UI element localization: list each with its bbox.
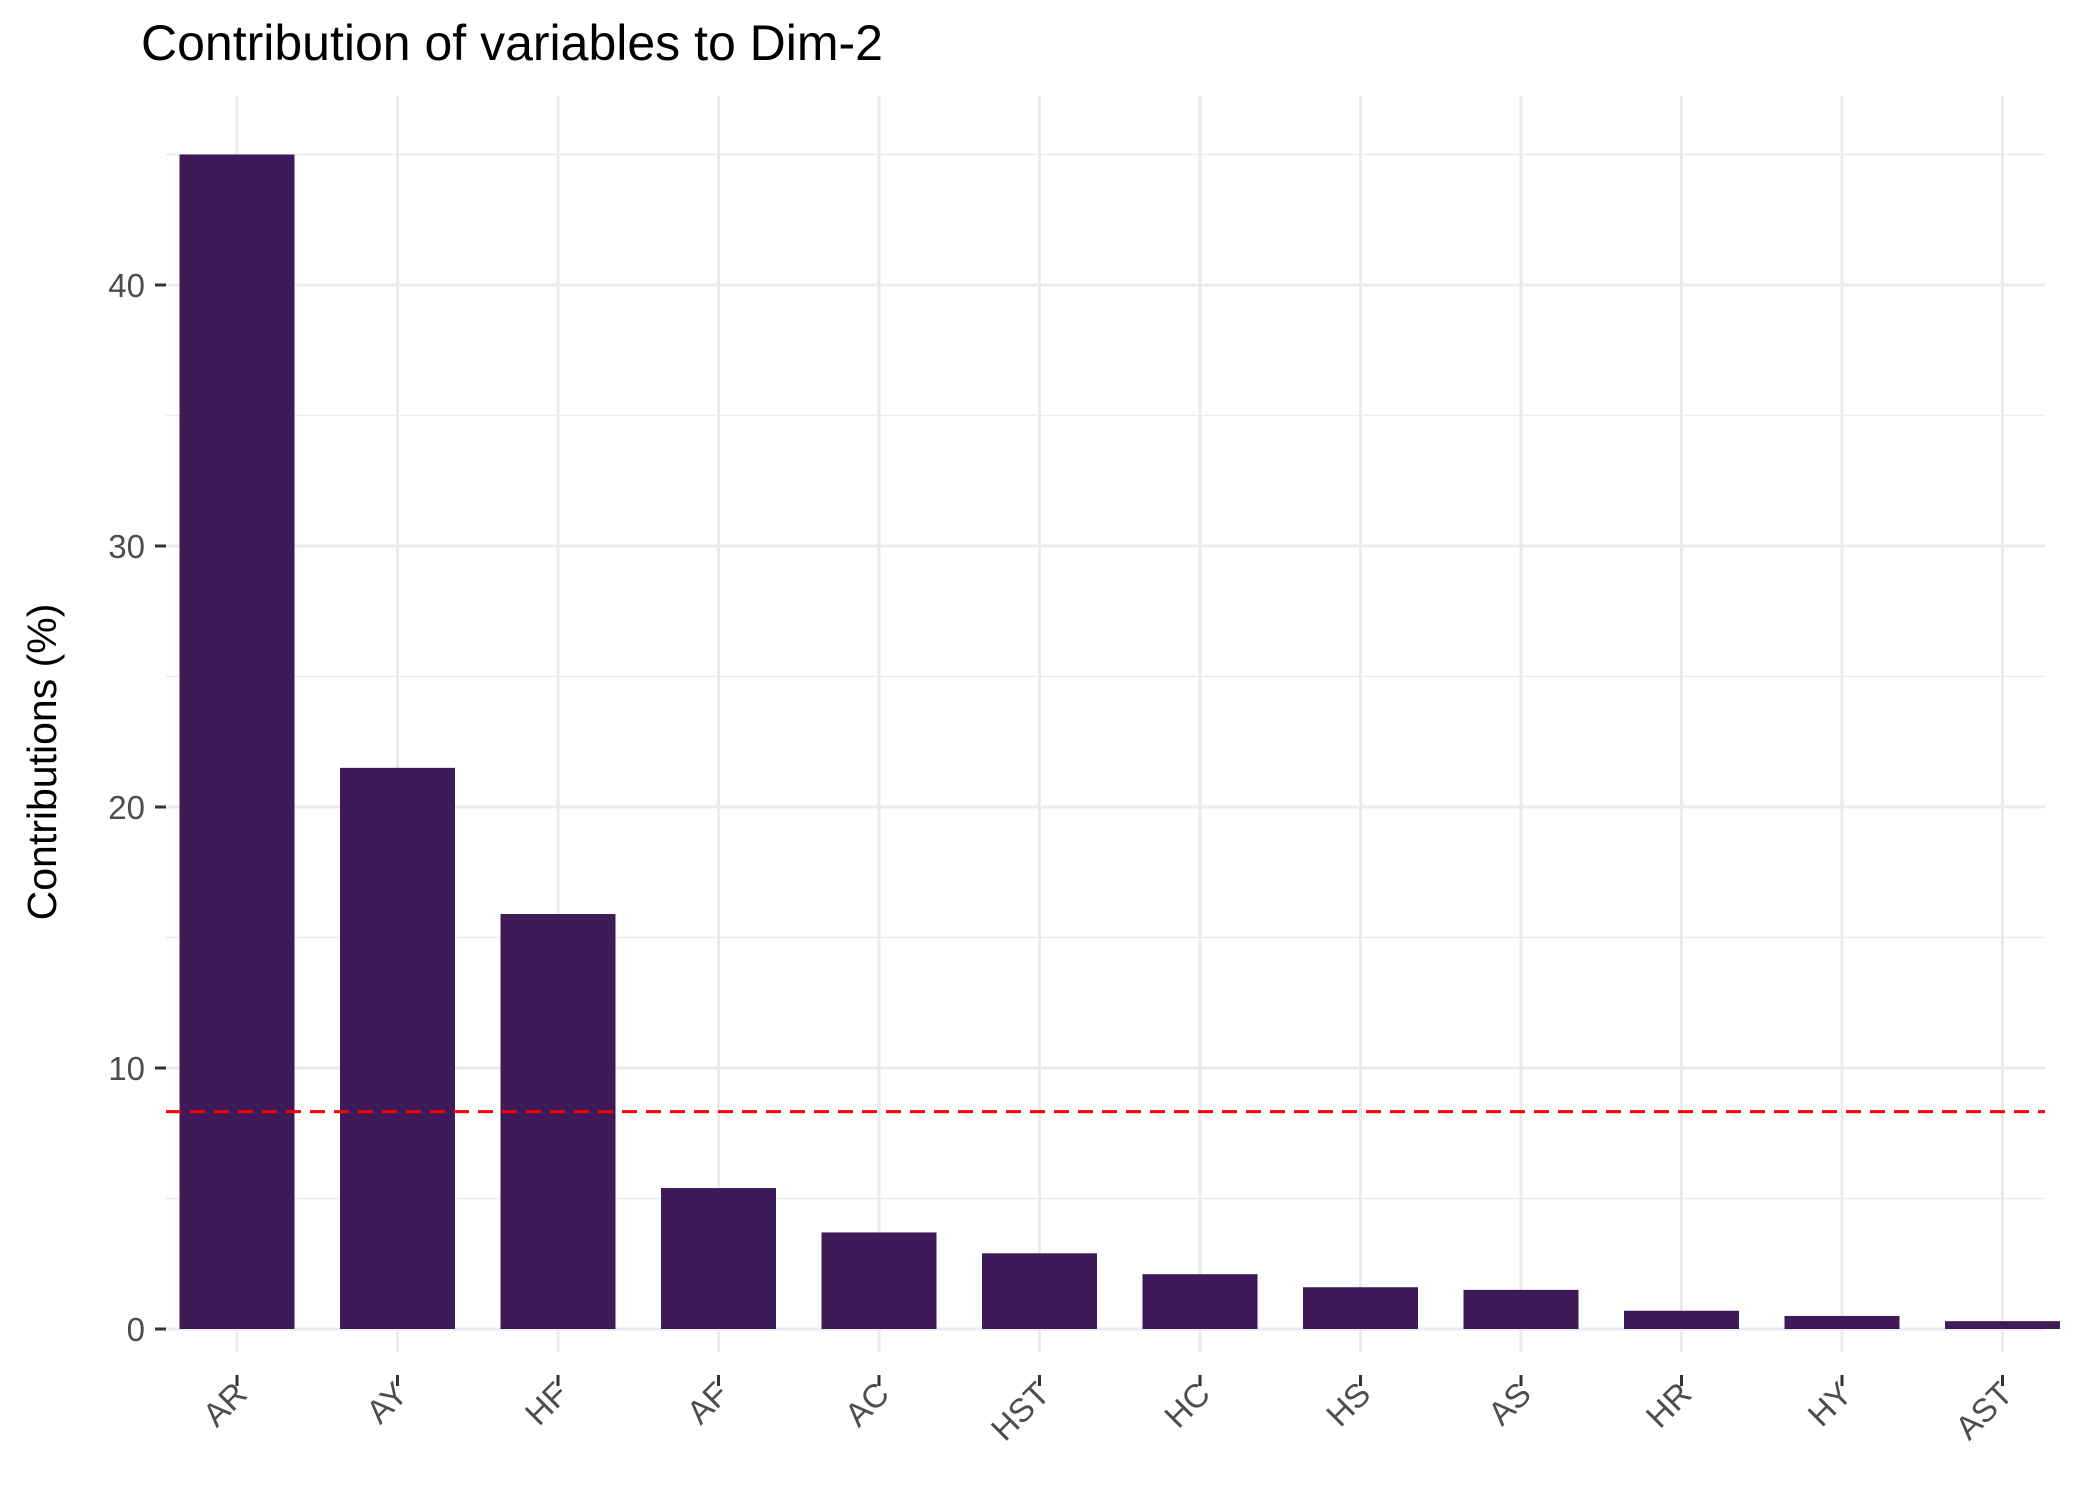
- x-tick-label: HC: [1157, 1375, 1217, 1435]
- x-tick-label: HST: [984, 1375, 1057, 1448]
- x-tick-label: AF: [679, 1375, 735, 1431]
- x-tick-label: AS: [1481, 1375, 1538, 1432]
- x-tick-label: AR: [195, 1375, 254, 1434]
- x-tick-label: AY: [359, 1375, 415, 1431]
- y-tick-label: 30: [108, 528, 145, 565]
- y-tick-label: 40: [108, 267, 145, 304]
- chart-title: Contribution of variables to Dim-2: [141, 15, 883, 71]
- x-tick-label: AC: [837, 1375, 896, 1434]
- x-tick-label: AST: [1948, 1375, 2020, 1447]
- bar-hs: [1303, 1287, 1418, 1329]
- y-tick-label: 10: [108, 1050, 145, 1087]
- x-tick-label: HR: [1639, 1375, 1699, 1435]
- y-tick-label: 0: [127, 1311, 145, 1348]
- bar-hc: [1142, 1274, 1258, 1329]
- bar-ac: [821, 1232, 937, 1329]
- bar-hst: [982, 1253, 1097, 1329]
- bar-ay: [340, 767, 455, 1329]
- x-tick-label: HY: [1800, 1375, 1859, 1434]
- bar-hy: [1784, 1315, 1900, 1329]
- x-tick-label: HF: [518, 1375, 575, 1432]
- y-tick-label: 20: [108, 789, 145, 826]
- bar-ast: [1945, 1321, 2060, 1329]
- bar-hr: [1624, 1310, 1739, 1329]
- x-axis: AR AY HF AF AC HST HC HS AS HR HY AST: [195, 1375, 2019, 1448]
- bar-hf: [500, 914, 616, 1329]
- x-tick-label: HS: [1319, 1375, 1378, 1434]
- bar-as: [1463, 1289, 1579, 1329]
- bar-af: [661, 1188, 776, 1329]
- bar-ar: [179, 154, 295, 1329]
- y-axis-title: Contributions (%): [19, 604, 65, 921]
- y-axis: 0 10 20 30 40: [108, 267, 166, 1348]
- bars: [179, 154, 2060, 1329]
